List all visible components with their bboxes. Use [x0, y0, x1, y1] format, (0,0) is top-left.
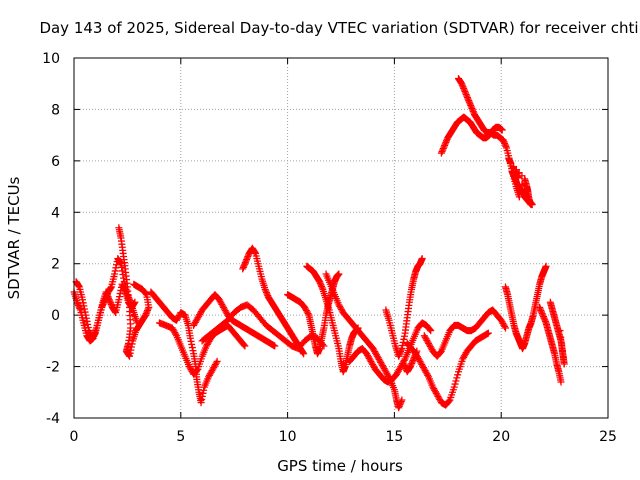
data-point: [335, 270, 343, 278]
tick-labels: 0 5 10 15 20 25 -4 -2 0 2 4 6 8 10: [42, 51, 617, 445]
x-tick-label: 5: [176, 429, 185, 445]
data-point: [525, 194, 533, 202]
series-sat-f: [190, 291, 279, 350]
x-axis-label: GPS time / hours: [277, 457, 403, 475]
data-point: [304, 310, 312, 318]
y-tick-label: 2: [51, 257, 60, 273]
series-sat-o: [403, 329, 492, 409]
data-point: [450, 383, 458, 391]
plot-frame: [73, 57, 609, 419]
data-point: [271, 342, 279, 350]
y-tick-label: -4: [46, 411, 60, 427]
data-point: [445, 397, 453, 405]
y-tick-label: 10: [42, 51, 60, 67]
series-sat-h: [239, 244, 308, 358]
data-point: [558, 340, 566, 348]
data-point: [454, 371, 462, 379]
data-point: [515, 174, 523, 182]
y-tick-label: 8: [51, 102, 60, 118]
x-tick-label: 20: [492, 429, 510, 445]
data-point: [557, 333, 565, 341]
data-point: [556, 327, 564, 335]
data-point: [213, 357, 221, 365]
y-axis-label: SDTVAR / TECUs: [5, 176, 23, 299]
data-point: [418, 255, 426, 263]
series-sat-c: [115, 224, 153, 360]
data-point: [241, 342, 249, 350]
data-point: [240, 341, 248, 349]
x-tick-label: 10: [279, 429, 297, 445]
data-point: [560, 360, 568, 368]
y-tick-label: 6: [51, 154, 60, 170]
data-point: [559, 347, 567, 355]
data-points: [70, 75, 568, 412]
axis-ticks: [73, 57, 609, 419]
data-point: [501, 324, 509, 332]
series-sat-s: [501, 262, 550, 353]
series-sat-d: [147, 288, 221, 407]
data-point: [172, 330, 180, 338]
data-point: [424, 371, 432, 379]
data-point: [518, 181, 526, 189]
series-sat-e: [155, 319, 249, 378]
series-sat-k: [322, 270, 406, 412]
data-point: [453, 374, 461, 382]
data-point: [521, 187, 529, 195]
data-point: [130, 280, 138, 288]
data-point: [501, 322, 509, 330]
data-point: [193, 366, 201, 374]
series-sat-r: [505, 154, 536, 209]
x-tick-label: 25: [599, 429, 617, 445]
data-point: [542, 262, 550, 270]
y-tick-label: 0: [51, 308, 60, 324]
series-sat-n: [420, 306, 509, 360]
series-sat-j: [303, 262, 362, 376]
data-point: [427, 327, 435, 335]
y-tick-label: 4: [51, 205, 60, 221]
series-sat-t: [536, 298, 568, 386]
series-sat-i: [284, 270, 343, 358]
data-point: [559, 353, 567, 361]
data-point: [398, 396, 406, 404]
x-tick-label: 0: [70, 429, 79, 445]
data-point: [528, 201, 536, 209]
y-tick-label: -2: [46, 360, 60, 376]
data-point: [557, 378, 565, 386]
chart-title: Day 143 of 2025, Sidereal Day-to-day VTE…: [39, 19, 638, 37]
data-point: [498, 126, 506, 134]
data-point: [212, 359, 220, 367]
data-point: [513, 170, 521, 178]
data-point: [451, 380, 459, 388]
data-point: [452, 377, 460, 385]
series-sat-l: [346, 319, 435, 386]
x-tick-label: 15: [385, 429, 403, 445]
data-point: [484, 329, 492, 337]
data-point: [426, 326, 434, 334]
series-sat-m: [382, 255, 426, 376]
data-point: [300, 350, 308, 358]
